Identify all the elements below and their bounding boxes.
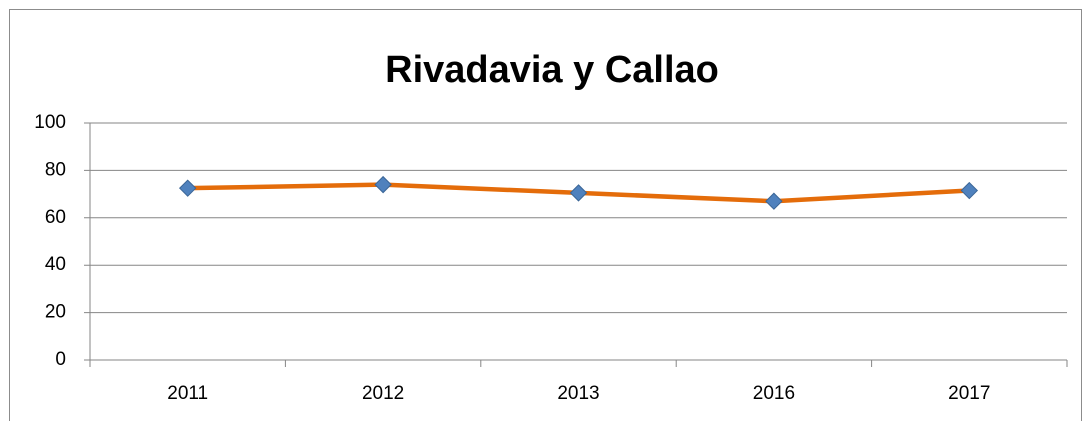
y-tick-label: 40 [45, 254, 66, 275]
y-tick-label: 60 [45, 207, 66, 228]
x-tick-label: 2011 [167, 383, 208, 404]
y-tick-label: 80 [45, 159, 66, 180]
y-tick-label: 20 [45, 302, 66, 323]
x-tick-label: 2012 [362, 383, 404, 404]
y-tick-label: 0 [55, 349, 66, 370]
marker [569, 184, 588, 202]
x-tick-label: 2017 [948, 383, 990, 404]
marker [178, 179, 197, 197]
marker [960, 181, 979, 200]
x-tick-label: 2016 [753, 383, 795, 404]
marker [765, 192, 783, 210]
chart-title: Rivadavia y Callao [385, 49, 719, 91]
chart-frame [9, 9, 1082, 421]
x-tick-label: 2013 [557, 383, 599, 404]
marker [374, 175, 392, 194]
y-tick-label: 100 [34, 112, 66, 133]
